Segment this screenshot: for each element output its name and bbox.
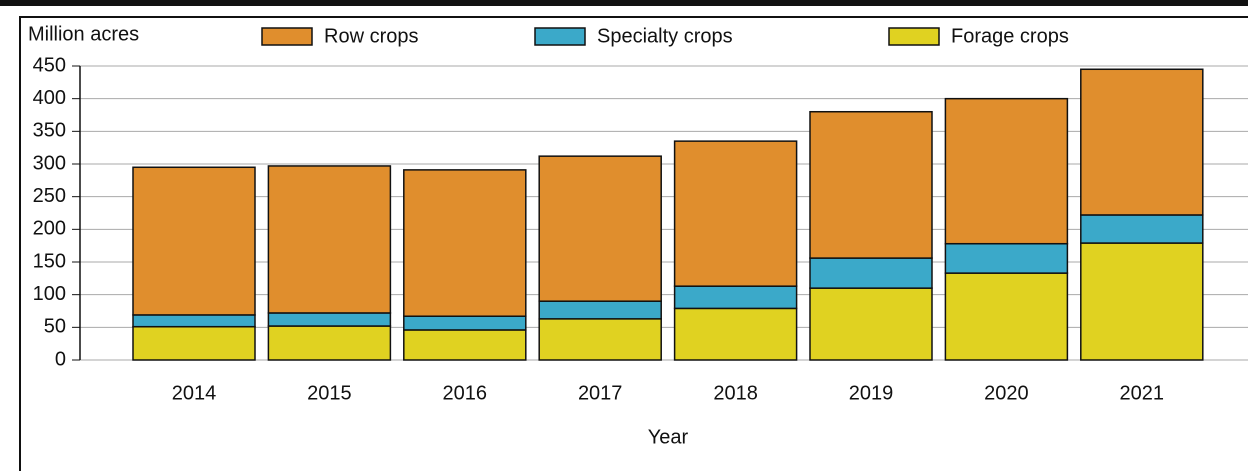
bar-segment [538,300,662,320]
x-tick-label: 2018 [713,382,758,404]
bar-segment [809,257,933,289]
bar-segment [673,140,798,287]
bar-segment [944,272,1069,361]
bar-segment [944,242,1069,274]
bar-segment [267,165,392,314]
y-tick-label: 300 [33,152,66,174]
bar-segment [1080,242,1204,361]
legend-label: Forage crops [951,25,1069,47]
y-tick-label: 100 [33,283,66,305]
x-tick-label: 2019 [849,382,894,404]
bar-segment [538,155,662,302]
bar-segment [538,318,662,361]
bar-segment [403,169,527,317]
y-axis-title: Million acres [28,23,139,45]
y-tick-label: 50 [44,316,66,338]
bar-segment [132,325,256,361]
bar-segment [267,325,392,361]
title-strip [0,0,1248,6]
x-tick-label: 2014 [172,382,217,404]
legend-label: Row crops [324,25,418,47]
legend-label: Specialty crops [597,25,733,47]
bar-segment [403,329,527,361]
bar-segment [673,307,798,361]
x-axis-title: Year [648,426,689,448]
y-tick-label: 450 [33,54,66,76]
x-tick-label: 2016 [443,382,488,404]
bar-segment [267,312,392,327]
bar-segment [1080,68,1204,216]
bar-segment [673,285,798,310]
chart-frame [19,16,1248,471]
y-tick-label: 350 [33,120,66,142]
x-tick-label: 2017 [578,382,623,404]
bar-segment [809,110,933,259]
x-tick-label: 2021 [1120,382,1165,404]
legend-swatch [261,27,313,46]
y-tick-label: 250 [33,185,66,207]
x-tick-label: 2015 [307,382,352,404]
bar-segment [1080,214,1204,244]
legend-swatch [534,27,586,46]
bar-segment [944,97,1069,245]
bar-segment [132,166,256,316]
bar-segment [403,315,527,331]
y-tick-label: 200 [33,218,66,240]
y-tick-label: 400 [33,87,66,109]
y-tick-label: 0 [55,348,66,370]
bar-segment [809,287,933,361]
y-tick-label: 150 [33,250,66,272]
x-tick-label: 2020 [984,382,1029,404]
legend-swatch [888,27,940,46]
bar-segment [132,314,256,328]
